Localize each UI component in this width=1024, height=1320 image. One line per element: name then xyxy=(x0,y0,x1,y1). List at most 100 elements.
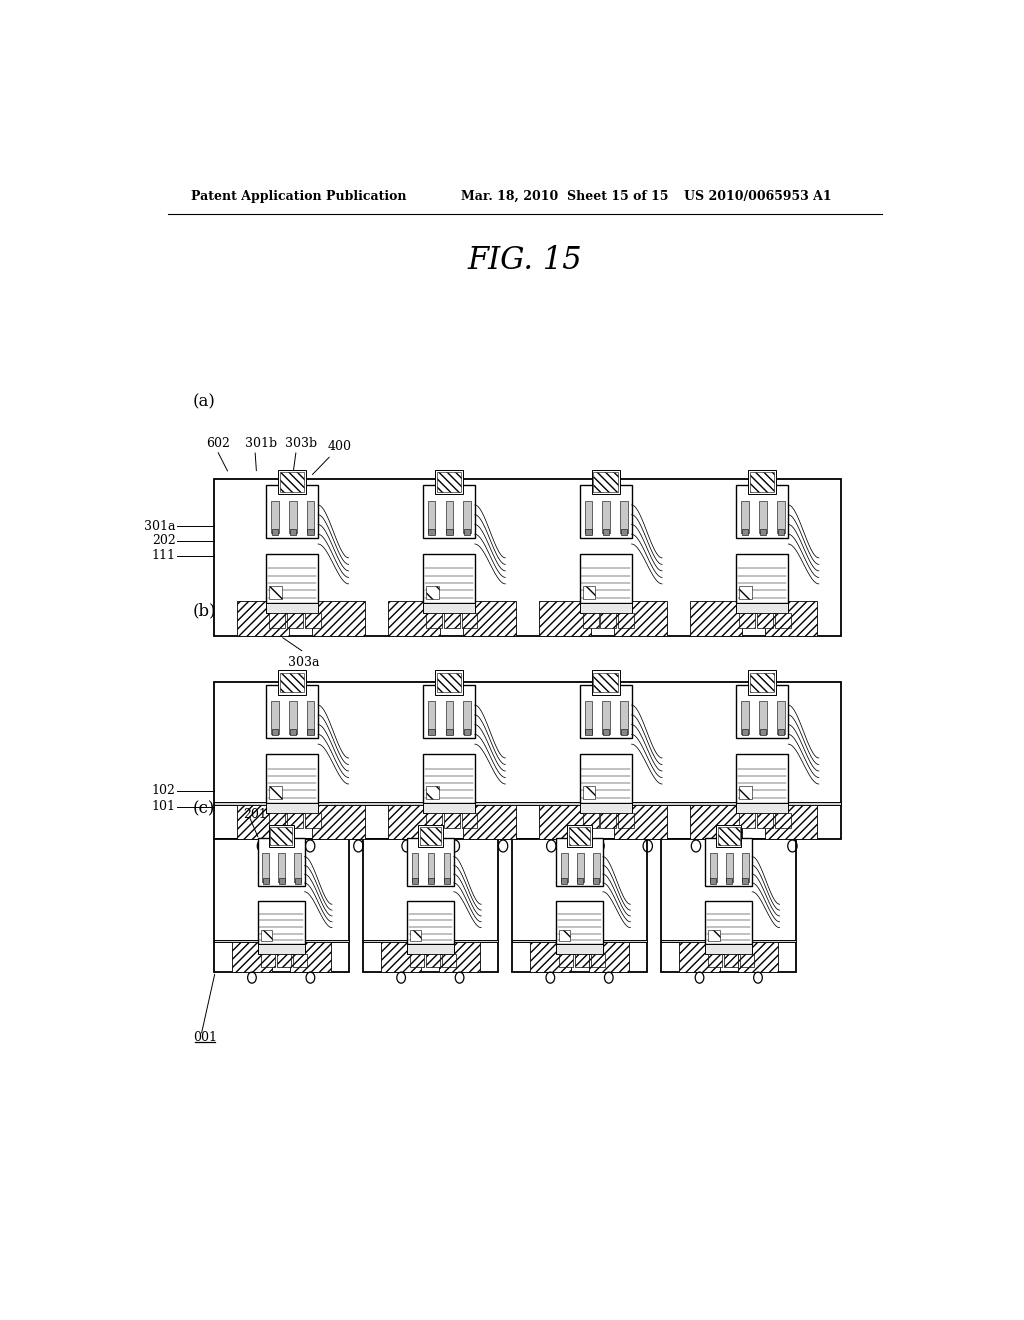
Bar xyxy=(287,612,303,628)
Bar xyxy=(580,554,632,602)
Bar xyxy=(737,942,778,972)
Bar xyxy=(580,685,632,738)
Bar xyxy=(423,602,475,612)
Bar xyxy=(381,942,421,972)
Bar xyxy=(410,929,421,941)
Bar xyxy=(736,484,788,537)
Bar xyxy=(426,954,440,968)
Bar xyxy=(266,685,318,738)
Bar xyxy=(775,612,791,628)
Bar xyxy=(262,853,269,882)
Bar xyxy=(263,878,268,884)
Bar xyxy=(426,813,441,828)
Bar xyxy=(464,729,470,735)
Bar xyxy=(724,954,738,968)
Bar xyxy=(258,900,304,945)
Bar xyxy=(439,942,480,972)
Bar xyxy=(736,754,788,803)
Bar xyxy=(269,612,285,628)
Bar xyxy=(726,853,733,882)
Bar xyxy=(427,853,434,882)
Bar xyxy=(690,602,742,636)
Text: (a): (a) xyxy=(194,393,216,411)
Bar xyxy=(276,954,291,968)
Bar xyxy=(706,838,753,886)
Bar xyxy=(741,500,749,533)
Text: Patent Application Publication: Patent Application Publication xyxy=(191,190,407,202)
Bar xyxy=(556,945,603,954)
Bar xyxy=(586,528,592,535)
Bar xyxy=(711,878,716,884)
Bar xyxy=(578,878,583,884)
Bar xyxy=(736,602,788,612)
Bar xyxy=(577,853,584,882)
Bar xyxy=(290,729,296,735)
Bar xyxy=(294,853,301,882)
Bar xyxy=(583,586,595,598)
Bar xyxy=(679,942,720,972)
Bar xyxy=(280,673,304,692)
Text: 101: 101 xyxy=(152,800,176,813)
Bar xyxy=(759,701,767,734)
Bar xyxy=(575,954,589,968)
Bar xyxy=(446,528,453,535)
Bar xyxy=(435,671,463,694)
Bar xyxy=(556,900,603,945)
Bar xyxy=(739,813,756,828)
Bar xyxy=(618,612,634,628)
Bar xyxy=(420,828,441,845)
Bar xyxy=(280,473,304,492)
Bar xyxy=(592,470,620,495)
Bar xyxy=(580,602,632,612)
Bar xyxy=(464,701,471,734)
Bar xyxy=(446,729,453,735)
Bar xyxy=(271,500,279,533)
Bar xyxy=(266,554,318,602)
Text: US 2010/0065953 A1: US 2010/0065953 A1 xyxy=(684,190,831,202)
Text: 102: 102 xyxy=(152,784,176,797)
Bar xyxy=(777,500,784,533)
Bar xyxy=(428,500,435,533)
Bar xyxy=(258,945,304,954)
Bar xyxy=(289,500,297,533)
Bar xyxy=(266,803,318,813)
Bar xyxy=(561,878,567,884)
Bar xyxy=(388,805,440,840)
Bar xyxy=(556,838,603,886)
Bar xyxy=(312,805,365,840)
Text: Mar. 18, 2010  Sheet 15 of 15: Mar. 18, 2010 Sheet 15 of 15 xyxy=(461,190,669,202)
Bar xyxy=(271,528,279,535)
Text: 400: 400 xyxy=(328,440,352,453)
Bar xyxy=(539,805,591,840)
Bar xyxy=(462,612,477,628)
Bar xyxy=(463,805,515,840)
Bar xyxy=(443,612,460,628)
Text: 111: 111 xyxy=(152,549,176,562)
Bar xyxy=(462,813,477,828)
Bar xyxy=(580,484,632,537)
Text: FIG. 15: FIG. 15 xyxy=(468,244,582,276)
Bar xyxy=(512,840,647,972)
Bar xyxy=(741,701,749,734)
Text: (b): (b) xyxy=(194,602,217,619)
Bar xyxy=(706,945,753,954)
Bar xyxy=(426,586,438,598)
Bar xyxy=(266,602,318,612)
Bar xyxy=(592,671,620,694)
Text: 303a: 303a xyxy=(289,656,319,669)
Bar xyxy=(423,484,475,537)
Bar xyxy=(580,754,632,803)
Bar xyxy=(586,729,592,735)
Bar xyxy=(437,673,461,692)
Bar xyxy=(614,805,667,840)
Bar xyxy=(594,473,617,492)
Bar xyxy=(362,940,498,942)
Text: 001: 001 xyxy=(194,1031,217,1044)
Bar xyxy=(426,612,441,628)
Bar xyxy=(593,853,600,882)
Bar xyxy=(559,954,573,968)
Bar xyxy=(600,813,616,828)
Bar xyxy=(749,470,776,495)
Bar xyxy=(290,528,296,535)
Bar xyxy=(736,554,788,602)
